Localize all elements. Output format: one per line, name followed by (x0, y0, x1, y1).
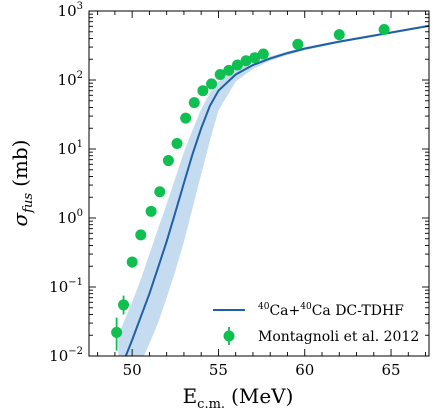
data-marker (249, 52, 261, 64)
plot-layer (111, 23, 429, 356)
data-marker (333, 29, 345, 41)
y-tick-label: 103 (58, 1, 83, 20)
y-tick-label: 10−2 (49, 346, 83, 365)
data-point (240, 55, 252, 67)
data-marker (145, 205, 157, 217)
data-marker (378, 23, 390, 35)
y-tick-label: 102 (58, 70, 83, 89)
uncertainty-band (118, 24, 429, 356)
legend-point-swatch (223, 330, 235, 342)
data-marker (118, 299, 130, 311)
x-tick-label: 50 (123, 361, 142, 379)
data-point (197, 85, 209, 97)
data-marker (206, 78, 218, 90)
data-point (214, 69, 226, 81)
data-point (126, 256, 138, 268)
data-point (145, 205, 157, 217)
legend: 40Ca+40Ca DC-TDHF Montagnoli et al. 2012 (213, 302, 419, 345)
data-marker (188, 97, 200, 109)
data-marker (197, 85, 209, 97)
data-marker (223, 64, 235, 76)
data-point (223, 64, 235, 76)
data-point (118, 295, 130, 315)
data-point (206, 78, 218, 90)
data-point (249, 52, 261, 64)
data-marker (171, 138, 183, 150)
data-marker (154, 186, 166, 198)
data-marker (214, 69, 226, 81)
data-marker (126, 256, 138, 268)
data-point (135, 229, 147, 241)
x-tick-labels: 50 55 60 65 (123, 361, 401, 379)
data-marker (240, 55, 252, 67)
data-marker (231, 59, 243, 71)
x-tick-label: 55 (209, 361, 228, 379)
data-point (162, 155, 174, 167)
data-marker (180, 112, 192, 124)
data-point (111, 317, 123, 351)
x-tick-label: 65 (381, 361, 400, 379)
data-marker (135, 229, 147, 241)
legend-label-data: Montagnoli et al. 2012 (258, 329, 419, 345)
data-point (154, 186, 166, 198)
tick-marks (89, 10, 429, 357)
y-tick-label: 101 (58, 139, 83, 158)
data-point (180, 112, 192, 124)
y-axis-label: σfus(mb) (8, 140, 36, 227)
data-marker (292, 38, 304, 50)
y-tick-label: 100 (58, 208, 83, 227)
x-axis-label: Ec.m. (MeV) (183, 384, 294, 412)
y-tick-label: 10−1 (49, 277, 83, 296)
data-point (292, 38, 304, 50)
data-marker (111, 326, 123, 338)
x-tick-label: 60 (295, 361, 314, 379)
y-tick-labels: 10−2 10−1 100 101 102 103 (49, 1, 83, 365)
data-point (171, 138, 183, 150)
plot-frame (88, 10, 430, 357)
legend-label-tdhf: 40Ca+40Ca DC-TDHF (258, 302, 404, 319)
tdhf-line (124, 24, 429, 356)
axes-box (88, 10, 430, 357)
data-marker (162, 155, 174, 167)
data-point (231, 59, 243, 71)
data-point (333, 29, 345, 41)
data-marker (257, 48, 269, 60)
data-point (378, 23, 390, 35)
data-point (257, 48, 269, 60)
data-point (188, 97, 200, 109)
